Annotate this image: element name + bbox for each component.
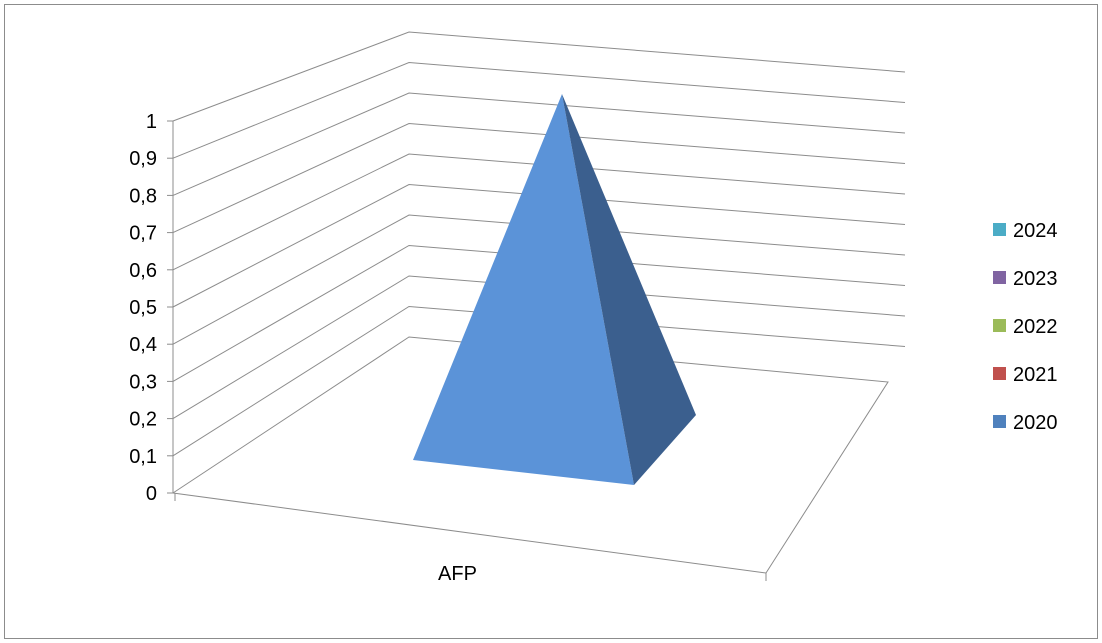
y-tick-label: 0,6 xyxy=(129,260,157,282)
legend-swatch xyxy=(993,271,1006,284)
legend-swatch xyxy=(993,367,1006,380)
y-tick-label: 1 xyxy=(146,111,157,133)
legend-swatch xyxy=(993,415,1006,428)
gridline xyxy=(172,214,906,345)
gridlines xyxy=(172,31,906,457)
gridline xyxy=(172,183,906,308)
series-bars xyxy=(413,94,696,485)
y-tick-label: 0,4 xyxy=(129,334,157,356)
chart-plot: 00,10,20,30,40,50,60,70,80,91 AFP 202420… xyxy=(129,31,1058,585)
chart-frame: 0 0,1 0,2 0,3 0,4 0,5 0,6 0,7 0,8 0,9 1 AFP 2024 20… xyxy=(4,4,1098,639)
gridline xyxy=(172,122,906,234)
legend: 2024 2023 2022 2021 2020 xyxy=(993,220,1058,434)
gridline xyxy=(172,153,906,271)
gridline xyxy=(172,244,906,382)
y-tick-label: 0 xyxy=(146,483,157,505)
gridline xyxy=(172,61,906,159)
floor-outline xyxy=(172,336,889,574)
legend-swatch xyxy=(993,223,1006,236)
legend-label: 2024 xyxy=(1013,220,1058,242)
legend-label: 2022 xyxy=(1013,316,1058,338)
gridline xyxy=(172,275,906,420)
x-tick-label: AFP xyxy=(438,563,477,585)
pyramid-front-face xyxy=(413,94,634,485)
pyramid-side-face xyxy=(562,94,696,485)
y-tick-label: 0,3 xyxy=(129,371,157,393)
legend-label: 2021 xyxy=(1013,364,1058,386)
legend-label: 2020 xyxy=(1013,412,1058,434)
gridline xyxy=(172,305,906,457)
y-tick-label: 0,5 xyxy=(129,297,157,319)
y-tick-label: 0,9 xyxy=(129,148,157,170)
y-axis: 0 0,1 0,2 0,3 0,4 0,5 0,6 0,7 0,8 0,9 1 xyxy=(129,111,174,505)
chart-floor xyxy=(172,336,889,574)
y-tick-label: 0,1 xyxy=(129,446,157,468)
y-tick-label: 0,8 xyxy=(129,185,157,207)
legend-swatch xyxy=(993,319,1006,332)
legend-label: 2023 xyxy=(1013,268,1058,290)
gridline xyxy=(172,31,906,122)
y-tick-label: 0,2 xyxy=(129,409,157,431)
y-tick-label: 0,7 xyxy=(129,223,157,245)
gridline xyxy=(172,92,906,196)
x-axis: AFP xyxy=(174,493,767,585)
